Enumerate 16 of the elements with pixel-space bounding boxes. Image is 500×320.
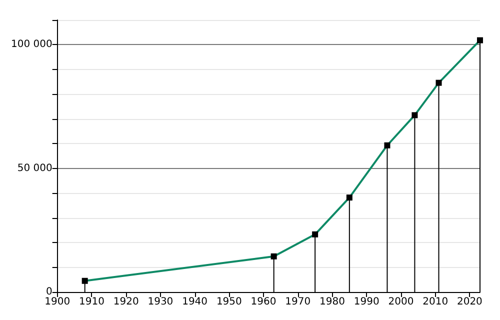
x-tick-label: 2000 bbox=[388, 296, 414, 308]
x-tick-label: 1920 bbox=[113, 296, 139, 308]
x-tick-label: 2010 bbox=[422, 296, 448, 308]
x-tick-label: 1950 bbox=[216, 296, 242, 308]
x-tick-label: 1930 bbox=[148, 296, 174, 308]
x-tick-label: 1990 bbox=[354, 296, 380, 308]
x-tick-label: 1940 bbox=[182, 296, 208, 308]
x-tick-label: 1970 bbox=[285, 296, 311, 308]
y-tick-label: 50 000 bbox=[17, 162, 52, 174]
x-tick-label: 2020 bbox=[456, 296, 482, 308]
y-tick-label: 0 bbox=[46, 286, 52, 298]
x-tick-label: 1960 bbox=[250, 296, 276, 308]
x-tick-label: 1980 bbox=[320, 296, 345, 308]
x-tick-label: 1910 bbox=[78, 296, 104, 308]
x-tick-label: 1900 bbox=[44, 296, 70, 308]
y-tick-label: 100 000 bbox=[10, 39, 52, 50]
